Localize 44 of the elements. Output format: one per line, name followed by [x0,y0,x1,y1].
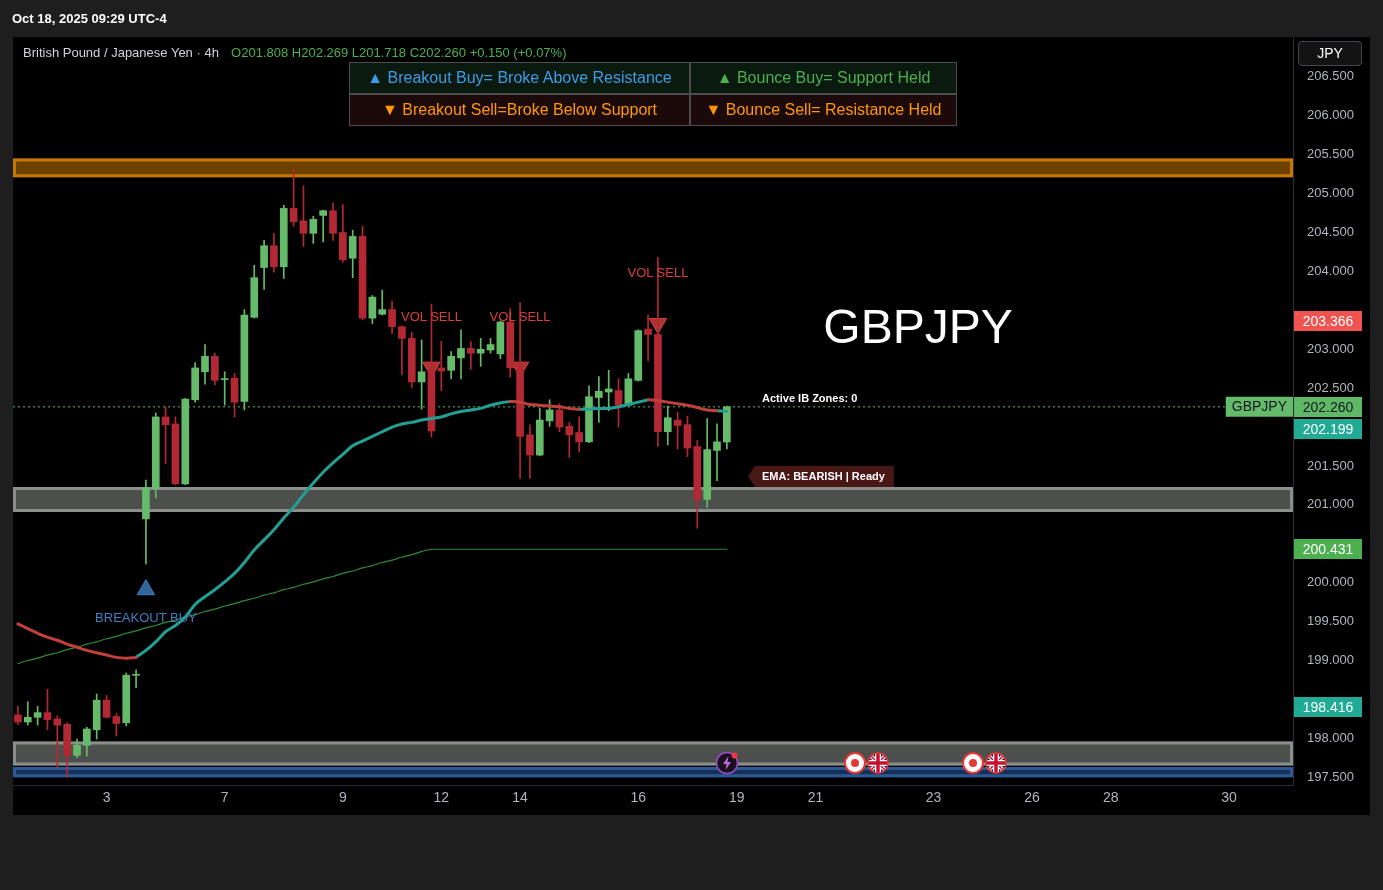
y-tick-label: 205.500 [1307,146,1354,162]
annotation: ▼ Breakout Sell=Broke Below Support [349,94,690,126]
x-tick-label: 23 [925,789,942,806]
y-tick-label: 197.500 [1307,768,1354,784]
x-tick-label: 21 [807,789,824,806]
y-tick-label: 206.000 [1307,107,1354,123]
annotation: GBPJPY [823,300,1013,354]
y-tick-label: 198.000 [1307,729,1354,745]
status-badge: EMA: BEARISH | Ready [748,466,894,487]
y-tick-label: 206.500 [1307,68,1354,84]
annotation: Active IB Zones: 0 [762,392,858,405]
y-tick-label: 201.000 [1307,496,1354,512]
annotation: ▲ Breakout Buy= Broke Above Resistance [349,62,690,94]
y-tick-label: 205.000 [1307,185,1354,201]
x-tick-label: 14 [512,789,529,806]
x-tick-label: 30 [1221,789,1237,806]
text: O201.808 H202.269 L201.718 C202.260 +0.150 (+0.07%) [231,44,567,60]
text: GBPJPY [1231,398,1288,415]
annotation: ▲ Bounce Buy= Support Held [690,62,957,94]
x-tick-label: 12 [433,789,450,806]
y-tick-label: 201.500 [1307,457,1354,473]
x-tick-label: 7 [220,789,229,806]
price-label: 203.366 [1294,310,1362,331]
y-tick-label: 203.000 [1307,340,1354,356]
price-label: 202.260 [1294,396,1362,417]
y-tick-label: 204.500 [1307,224,1354,240]
x-tick-label: 3 [102,789,111,806]
x-tick-label: 9 [338,789,347,806]
x-tick-label: 16 [630,789,647,806]
x-tick-label: 28 [1103,789,1119,806]
text: Oct 18, 2025 09:29 UTC-4 [12,10,168,26]
text: British Pound / Japanese Yen · 4h [23,44,219,60]
y-tick-label: 199.500 [1307,613,1354,629]
x-tick-label: 19 [728,789,745,806]
price-label: 202.199 [1294,418,1362,439]
x-tick-label: 26 [1024,789,1041,806]
price-label: 198.416 [1294,696,1362,717]
y-tick-label: 199.000 [1307,652,1354,668]
y-tick-label: 202.500 [1307,379,1354,395]
y-tick-label: 200.000 [1307,574,1354,590]
currency-button: JPY [1298,41,1362,66]
annotation: ▼ Bounce Sell= Resistance Held [690,94,957,126]
price-label: 200.431 [1294,539,1362,560]
y-tick-label: 204.000 [1307,263,1354,279]
